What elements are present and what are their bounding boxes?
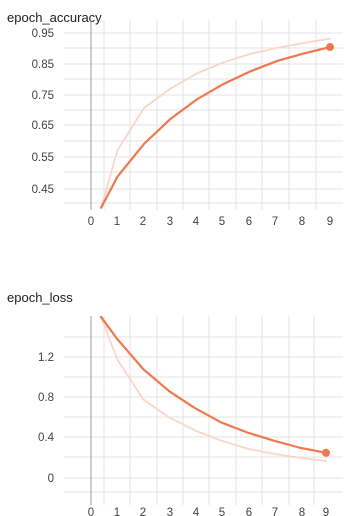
x-tick-label: 6 (246, 216, 252, 228)
x-tick-label: 7 (272, 216, 278, 228)
x-tick-label: 7 (272, 507, 278, 516)
smoothed-series-line (99, 316, 328, 454)
x-tick-label: 0 (88, 216, 94, 228)
loss-chart: 1.2 0.8 0.4 0 0 1 2 3 4 5 6 7 8 9 (38, 316, 343, 516)
x-tick-label: 9 (323, 507, 329, 516)
x-tick-label: 1 (114, 507, 120, 516)
y-tick-label: 0.75 (32, 90, 54, 102)
smoothed-series-line (99, 45, 332, 209)
y-tick-label: 0.8 (38, 392, 54, 404)
y-tick-label: 0.85 (32, 59, 54, 71)
x-tick-labels: 0 1 2 3 4 5 6 7 8 9 (88, 507, 329, 516)
y-tick-label: 1.2 (38, 352, 54, 364)
x-tick-label: 5 (219, 216, 225, 228)
last-point-marker (322, 448, 330, 457)
loss-panel: epoch_loss 1.2 0.8 0.4 0 0 1 2 3 4 5 6 7 8 9 (0, 280, 347, 516)
grid-lines (64, 316, 343, 505)
accuracy-chart: 0.95 0.85 0.75 0.65 0.55 0.45 0 1 2 3 4 5 6 7 8 9 (32, 20, 343, 228)
loss-chart-title: epoch_loss (7, 290, 73, 305)
x-tick-label: 3 (167, 216, 173, 228)
x-tick-label: 8 (299, 507, 305, 516)
y-tick-label: 0 (48, 473, 54, 485)
x-tick-label: 1 (114, 216, 120, 228)
accuracy-chart-title: epoch_accuracy (7, 10, 102, 25)
y-tick-label: 0.65 (32, 120, 54, 132)
raw-series-line (100, 316, 327, 462)
last-point-marker (326, 43, 334, 52)
y-tick-label: 0.55 (32, 152, 54, 164)
raw-series-line (100, 37, 331, 209)
x-tick-label: 5 (219, 507, 225, 516)
x-tick-label: 0 (88, 507, 94, 516)
grid-lines (64, 20, 343, 210)
accuracy-panel: epoch_accuracy 0.95 0.85 0.75 0.65 0.55 0.45 0… (0, 0, 347, 250)
y-tick-label: 0.45 (32, 184, 54, 196)
x-tick-labels: 0 1 2 3 4 5 6 7 8 9 (88, 216, 333, 228)
x-tick-label: 2 (140, 507, 146, 516)
y-tick-label: 0.95 (32, 28, 54, 40)
x-tick-label: 4 (193, 216, 200, 228)
x-tick-label: 2 (140, 216, 146, 228)
x-tick-label: 9 (327, 216, 333, 228)
x-tick-label: 3 (167, 507, 173, 516)
y-tick-label: 0.4 (38, 432, 55, 444)
x-tick-label: 6 (246, 507, 252, 516)
x-tick-label: 4 (193, 507, 200, 516)
y-tick-labels: 0.95 0.85 0.75 0.65 0.55 0.45 (32, 28, 54, 196)
y-tick-labels: 1.2 0.8 0.4 0 (38, 352, 55, 485)
x-tick-label: 8 (299, 216, 305, 228)
